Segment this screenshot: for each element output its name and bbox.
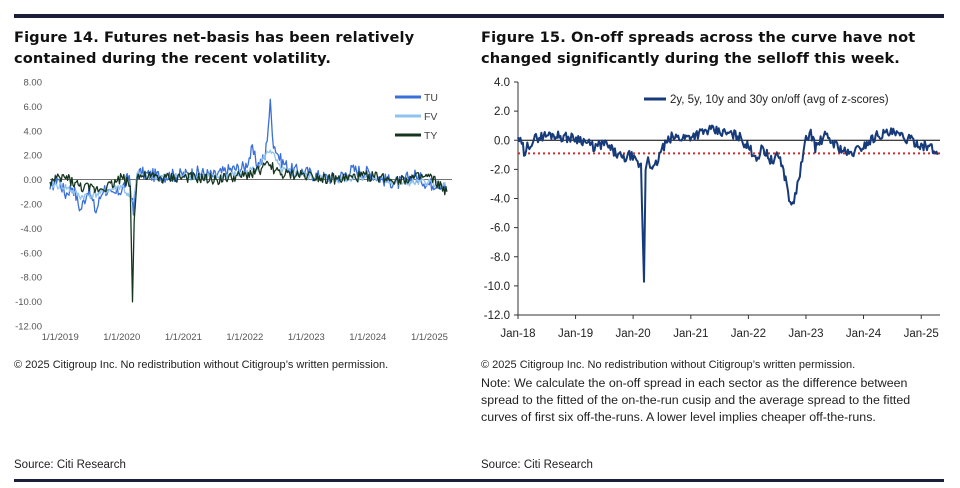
figure-14-title: Figure 14. Futures net-basis has been re… [14,29,415,67]
legend-label: 2y, 5y, 10y and 30y on/off (avg of z-sco… [670,94,889,106]
figure-14-panel: Figure 14. Futures net-basis has been re… [14,18,464,69]
x-tick-label: 1/1/2025 [411,332,448,343]
y-tick-label: 6.00 [24,102,43,113]
y-tick-label: -6.0 [490,223,510,235]
legend-label-ty: TY [424,130,437,142]
figure-15-chart: 4.0 2.0 0.0 -2.0 -4.0 -6.0 -8.0 -10.0 -12.0 Jan-1… [484,77,940,340]
x-tick-label: 1/1/2023 [288,332,325,343]
x-tick-label: 1/1/2021 [165,332,202,343]
y-tick-label: -4.00 [20,224,42,235]
y-tick-label: 8.00 [24,78,43,89]
y-tick-label: 0.00 [24,175,43,186]
x-tick-label: Jan-24 [846,328,882,340]
y-tick-label: -2.0 [490,164,510,176]
legend-label-fv: FV [424,111,437,123]
x-tick-label: Jan-19 [558,328,593,340]
x-tick-label: 1/1/2020 [103,332,140,343]
y-tick-label: -8.0 [490,252,510,264]
figure-15-title: Figure 15. On-off spreads across the cur… [481,29,916,67]
y-tick-label: -2.00 [20,200,42,211]
x-tick-label: Jan-18 [500,328,535,340]
figure-15-panel: Figure 15. On-off spreads across the cur… [481,18,944,69]
x-tick-label: 1/1/2019 [42,332,79,343]
figure-14-copyright: © 2025 Citigroup Inc. No redistribution … [14,359,389,371]
legend-label-tu: TU [424,92,438,104]
series-line-on-off-spread [517,124,939,283]
y-tick-label: -10.00 [15,297,42,308]
y-tick-label: -4.0 [490,194,510,206]
figure-15-copyright: © 2025 Citigroup Inc. No redistribution … [481,359,856,371]
y-tick-label: -12.0 [484,310,510,322]
x-tick-label: 1/1/2022 [226,332,263,343]
y-tick-label: 2.00 [24,151,43,162]
x-tick-label: Jan-20 [616,328,651,340]
series-line-tu [49,98,448,216]
x-tick-label: 1/1/2024 [349,332,386,343]
x-tick-label: Jan-22 [731,328,766,340]
x-tick-label: Jan-21 [673,328,708,340]
y-tick-label: -12.00 [15,322,42,333]
y-tick-label: 0.0 [494,135,510,147]
x-tick-label: Jan-23 [788,328,823,340]
y-tick-label: -8.00 [20,273,42,284]
figure-14-chart: 8.00 6.00 4.00 2.00 0.00 -2.00 -4.00 -6.00 -8.00… [15,78,452,343]
series-line-ty [49,160,448,303]
y-tick-label: -6.00 [20,248,42,259]
figure-15-note: Note: We calculate the on-off spread in … [481,376,911,424]
bottom-rule [14,479,944,482]
y-tick-label: 4.00 [24,126,43,137]
figure-14-source: Source: Citi Research [14,459,126,471]
top-rule [14,14,944,18]
y-tick-label: 4.0 [494,77,510,89]
figure-15-source: Source: Citi Research [481,459,593,471]
y-tick-label: -10.0 [484,281,510,293]
y-tick-label: 2.0 [494,106,510,118]
x-tick-label: Jan-25 [904,328,939,340]
